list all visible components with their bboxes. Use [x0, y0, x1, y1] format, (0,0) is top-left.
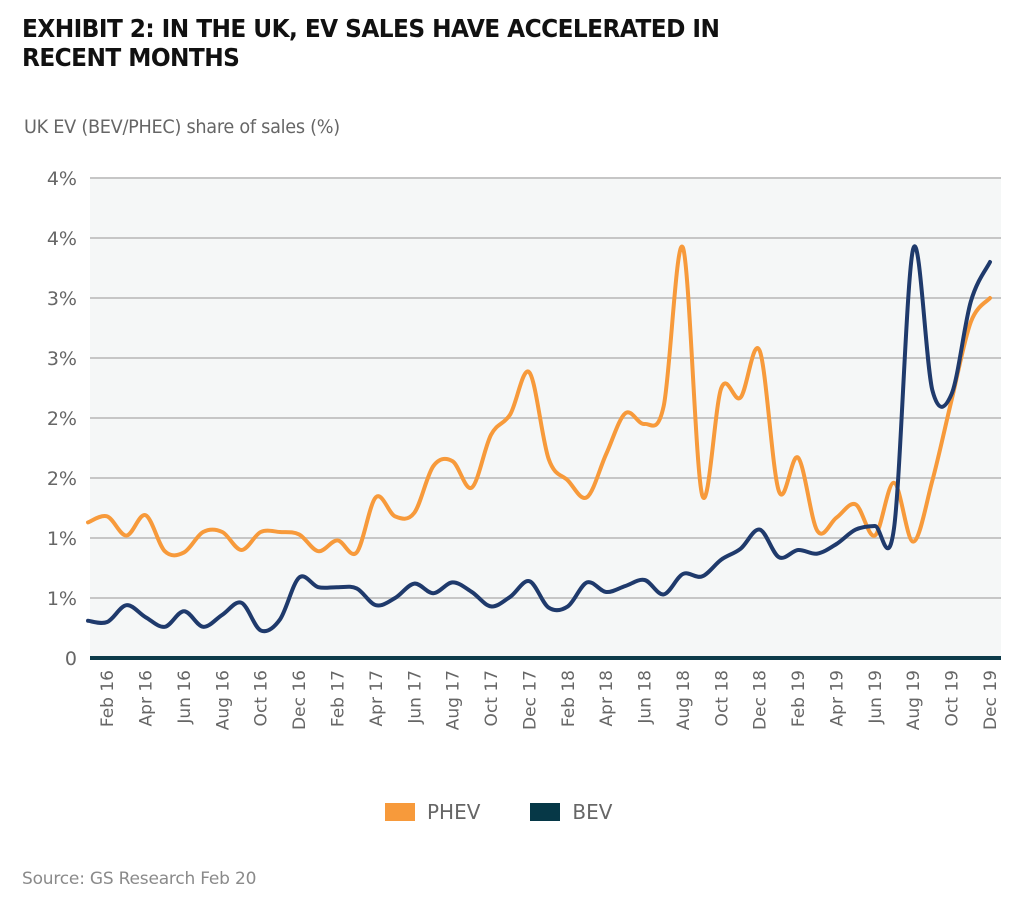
x-tick-label: Jun 19: [866, 670, 886, 725]
x-tick-label: Feb 18: [559, 670, 579, 727]
x-tick-label: Jun 18: [636, 670, 656, 725]
x-tick-label: Jun 17: [405, 670, 425, 725]
x-tick-label: Oct 16: [252, 670, 272, 726]
gridlines: [90, 177, 1001, 599]
x-tick-label: Feb 19: [789, 670, 809, 727]
x-tick-label: Dec 17: [520, 670, 540, 730]
y-tick-label: 4%: [47, 228, 77, 250]
source-note: Source: GS Research Feb 20: [22, 869, 257, 889]
x-tick-label: Dec 19: [981, 670, 1001, 730]
x-tick-label: Aug 18: [674, 670, 694, 730]
y-tick-label: 1%: [47, 588, 77, 610]
y-tick-label: 2%: [47, 468, 77, 490]
y-axis-title: UK EV (BEV/PHEC) share of sales (%): [24, 116, 340, 138]
legend-swatch-bev: [530, 803, 561, 821]
x-tick-label: Oct 19: [943, 670, 963, 726]
y-tick-label: 0: [65, 648, 77, 670]
x-tick-label: Dec 16: [290, 670, 310, 730]
x-tick-label: Aug 17: [444, 670, 464, 730]
legend-item-bev: BEV: [530, 800, 612, 824]
legend-label-bev: BEV: [572, 800, 613, 824]
x-axis-ticks: Feb 16 Apr 16 Jun 16 Aug 16 Oct 16 Dec 16 Feb …: [98, 670, 1001, 730]
y-axis-ticks: 0 1% 1% 2% 2% 3% 3% 4% 4%: [47, 168, 77, 670]
x-tick-label: Aug 19: [904, 670, 924, 730]
y-tick-label: 4%: [47, 168, 77, 190]
legend-item-phev: PHEV: [385, 800, 480, 824]
y-tick-label: 1%: [47, 528, 77, 550]
x-tick-label: Apr 18: [597, 670, 617, 726]
y-tick-label: 3%: [47, 288, 77, 310]
x-tick-label: Oct 18: [712, 670, 732, 726]
legend-swatch-phev: [385, 803, 415, 821]
series-line-bev: [86, 244, 992, 634]
x-tick-label: Feb 16: [98, 670, 118, 727]
x-tick-label: Jun 16: [175, 670, 195, 725]
x-tick-label: Apr 16: [137, 670, 157, 726]
legend-label-phev: PHEV: [427, 800, 481, 824]
y-tick-label: 2%: [47, 408, 77, 430]
legend: PHEV BEV: [385, 800, 662, 824]
x-tick-label: Feb 17: [328, 670, 348, 727]
x-tick-label: Dec 18: [751, 670, 771, 730]
x-tick-label: Oct 17: [482, 670, 502, 726]
y-tick-label: 3%: [47, 348, 77, 370]
series-lines: [86, 244, 992, 634]
chart-title: EXHIBIT 2: IN THE UK, EV SALES HAVE ACCE…: [22, 14, 720, 72]
x-tick-label: Apr 17: [367, 670, 387, 726]
x-tick-label: Aug 16: [213, 670, 233, 730]
x-tick-label: Apr 19: [827, 670, 847, 726]
series-line-phev: [86, 244, 992, 558]
